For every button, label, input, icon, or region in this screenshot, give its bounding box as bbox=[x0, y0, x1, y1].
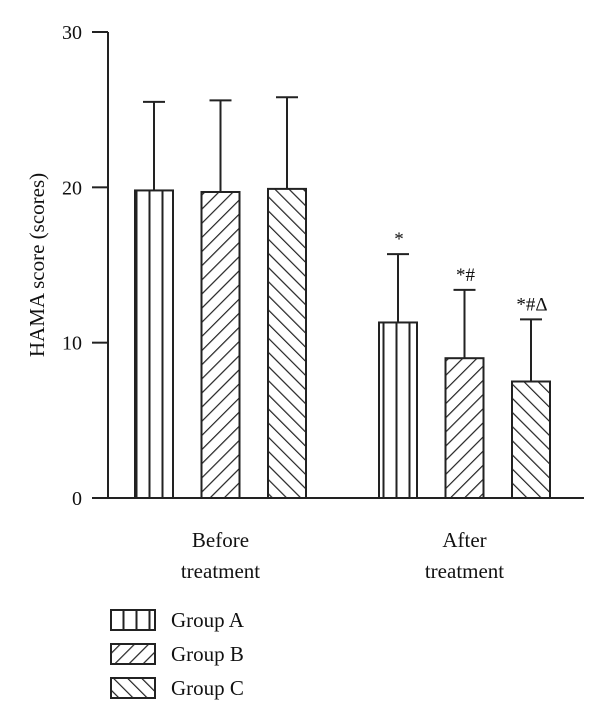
legend-label-2: Group C bbox=[171, 676, 244, 700]
category-label-1-line-0: After bbox=[442, 528, 486, 552]
bar-group-a-1 bbox=[378, 321, 418, 499]
significance-label-2-1: *#Δ bbox=[516, 294, 547, 315]
legend-label-0: Group A bbox=[171, 608, 245, 632]
bar-group-b-1 bbox=[444, 357, 485, 500]
bar-group-a-0 bbox=[134, 189, 174, 499]
category-label-0-line-0: Before bbox=[192, 528, 249, 552]
significance-label-1-1: *# bbox=[456, 265, 476, 286]
category-labels: Before treatment After treatment bbox=[181, 528, 504, 583]
legend-swatch-2 bbox=[110, 677, 156, 699]
bar-group-c-1 bbox=[511, 380, 551, 499]
bar-group-c-0 bbox=[267, 187, 307, 500]
y-tick-label-0: 0 bbox=[72, 488, 82, 510]
legend-label-1: Group B bbox=[171, 642, 244, 666]
legend-swatch-1 bbox=[110, 643, 156, 665]
legend-swatch-0 bbox=[110, 609, 156, 631]
legend: Group A Group B Group C bbox=[110, 608, 245, 700]
y-axis-title: HAMA score (scores) bbox=[25, 173, 49, 357]
significance-label-0-1: * bbox=[394, 229, 404, 250]
category-label-1-line-1: treatment bbox=[425, 559, 504, 583]
category-label-0-line-1: treatment bbox=[181, 559, 260, 583]
y-tick-label-3: 30 bbox=[62, 22, 82, 44]
bar-group-b-0 bbox=[200, 190, 241, 499]
y-tick-label-2: 20 bbox=[62, 177, 82, 199]
y-ticks: 0 10 20 30 bbox=[62, 22, 108, 510]
bars: * *# *#Δ bbox=[134, 96, 551, 500]
y-tick-label-1: 10 bbox=[62, 333, 82, 355]
